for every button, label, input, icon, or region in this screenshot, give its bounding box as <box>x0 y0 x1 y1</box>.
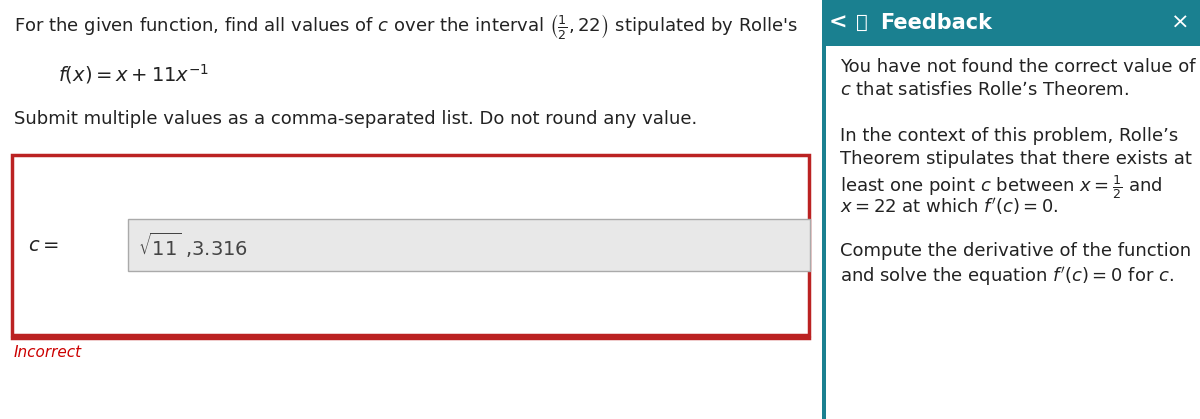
Text: $f(x) = x + 11x^{-1}$: $f(x) = x + 11x^{-1}$ <box>58 62 209 86</box>
Text: Submit multiple values as a comma-separated list. Do not round any value.: Submit multiple values as a comma-separa… <box>14 110 697 128</box>
Text: Compute the derivative of the function: Compute the derivative of the function <box>840 242 1192 260</box>
Text: least one point $c$ between $x = \frac{1}{2}$ and: least one point $c$ between $x = \frac{1… <box>840 173 1163 201</box>
Text: <: < <box>829 13 847 33</box>
Bar <box>12 155 809 335</box>
Bar <box>822 0 1200 46</box>
Bar <box>822 0 1200 419</box>
Bar <box>822 0 826 419</box>
Text: $c =$: $c =$ <box>28 235 59 254</box>
Text: Feedback: Feedback <box>880 13 992 33</box>
Text: $x = 22$ at which $f'(c) = 0$.: $x = 22$ at which $f'(c) = 0$. <box>840 196 1058 217</box>
Bar <box>128 219 810 271</box>
Bar <box>0 0 822 419</box>
Text: $c$ that satisfies Rolle’s Theorem.: $c$ that satisfies Rolle’s Theorem. <box>840 81 1129 99</box>
Text: ×: × <box>1171 13 1190 33</box>
Text: In the context of this problem, Rolle’s: In the context of this problem, Rolle’s <box>840 127 1178 145</box>
Text: and solve the equation $f'(c) = 0$ for $c$.: and solve the equation $f'(c) = 0$ for $… <box>840 265 1174 288</box>
Text: Incorrect: Incorrect <box>14 345 82 360</box>
Text: Theorem stipulates that there exists at: Theorem stipulates that there exists at <box>840 150 1192 168</box>
Text: ⎙: ⎙ <box>856 13 868 31</box>
Text: You have not found the correct value of: You have not found the correct value of <box>840 58 1195 76</box>
Text: For the given function, find all values of $c$ over the interval $\left(\frac{1}: For the given function, find all values … <box>14 12 798 41</box>
Text: $\sqrt{11}$ ,3.316: $\sqrt{11}$ ,3.316 <box>138 230 248 260</box>
